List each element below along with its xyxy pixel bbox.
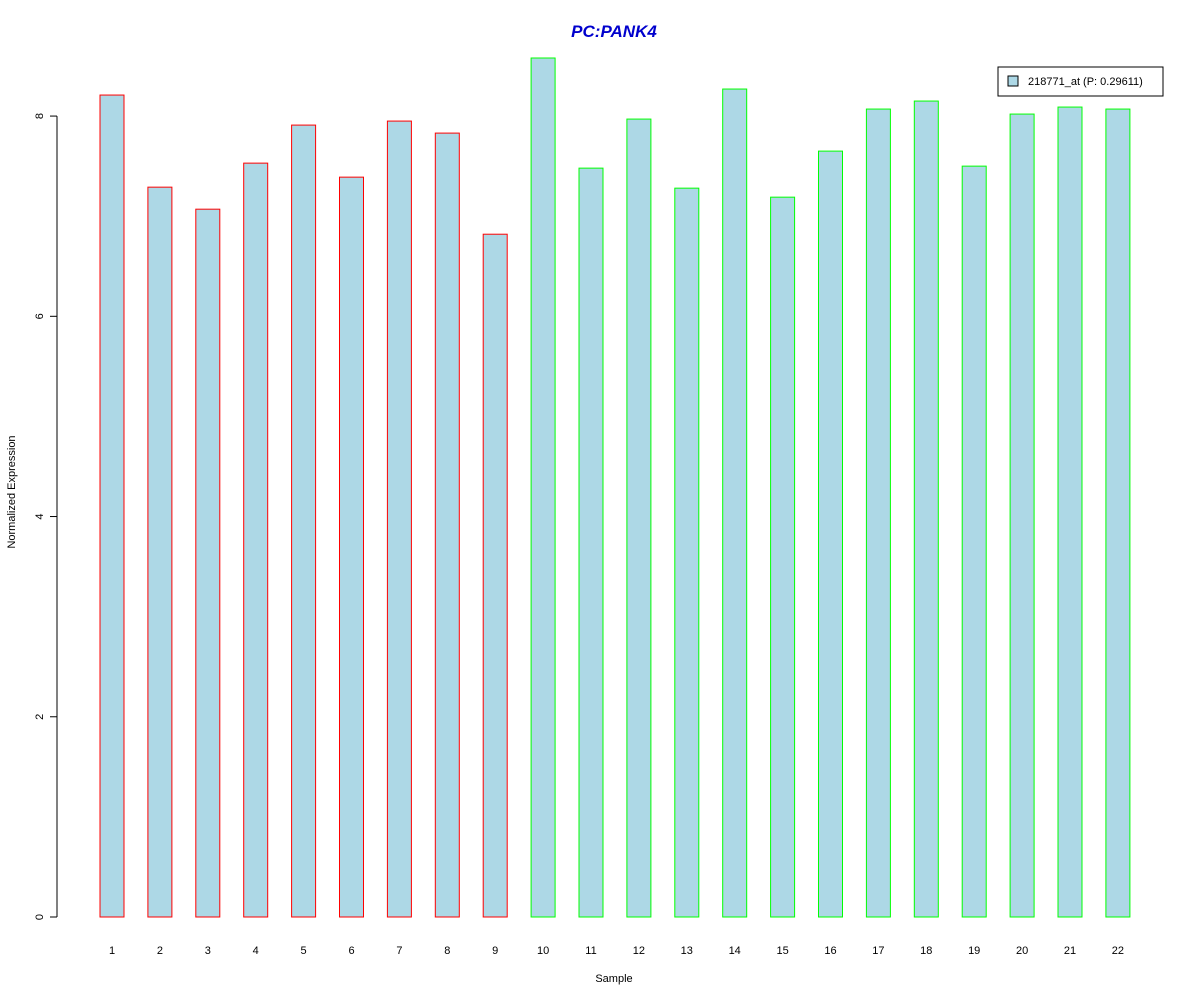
legend-box bbox=[997, 66, 1164, 97]
x-tick-label: 13 bbox=[681, 945, 693, 957]
bar-sample-3 bbox=[195, 208, 221, 918]
x-tick-label: 20 bbox=[1016, 945, 1028, 957]
legend-label: 218771_at (P: 0.29611) bbox=[1028, 76, 1143, 88]
x-tick-label: 19 bbox=[968, 945, 980, 957]
x-tick-label: 6 bbox=[348, 945, 354, 957]
y-tick-label: 0 bbox=[34, 914, 46, 920]
bar-sample-4 bbox=[243, 162, 269, 918]
bar-sample-12 bbox=[626, 118, 652, 918]
y-axis: 0 2 4 6 8 bbox=[34, 113, 58, 920]
bars-group bbox=[99, 57, 1131, 918]
x-tick-label: 10 bbox=[537, 945, 549, 957]
x-tick-label: 1 bbox=[109, 945, 115, 957]
bar-sample-15 bbox=[770, 196, 796, 918]
bar-sample-2 bbox=[147, 186, 173, 918]
x-tick-label: 15 bbox=[776, 945, 788, 957]
bar-sample-17 bbox=[865, 108, 891, 918]
x-tick-label: 14 bbox=[729, 945, 741, 957]
bar-sample-9 bbox=[482, 233, 508, 918]
bar-sample-1 bbox=[99, 94, 125, 918]
bar-sample-7 bbox=[386, 120, 412, 918]
x-axis-label: Sample bbox=[595, 973, 632, 985]
bar-sample-18 bbox=[913, 100, 939, 918]
bar-sample-10 bbox=[530, 57, 556, 918]
legend-swatch bbox=[1007, 75, 1019, 87]
bar-sample-5 bbox=[291, 124, 317, 918]
bar-sample-16 bbox=[818, 150, 843, 918]
x-tick-label: 2 bbox=[157, 945, 163, 957]
x-tick-labels: 1 2 3 4 5 6 7 8 9 10 11 12 13 14 15 16 17 18 19 20 21 22 bbox=[109, 945, 1124, 957]
x-tick-label: 18 bbox=[920, 945, 932, 957]
bar-sample-19 bbox=[961, 165, 987, 918]
y-tick-label: 4 bbox=[34, 513, 46, 519]
chart-title: PC:PANK4 bbox=[571, 22, 657, 41]
x-tick-label: 5 bbox=[301, 945, 307, 957]
x-tick-label: 3 bbox=[205, 945, 211, 957]
x-tick-label: 21 bbox=[1064, 945, 1076, 957]
x-tick-label: 11 bbox=[585, 945, 596, 957]
y-tick-label: 6 bbox=[34, 313, 46, 319]
bar-sample-21 bbox=[1057, 106, 1083, 918]
y-tick-label: 2 bbox=[34, 714, 46, 720]
x-tick-label: 16 bbox=[824, 945, 836, 957]
x-tick-label: 7 bbox=[396, 945, 402, 957]
x-tick-label: 17 bbox=[872, 945, 884, 957]
x-tick-label: 9 bbox=[492, 945, 498, 957]
bar-sample-22 bbox=[1105, 108, 1131, 918]
bar-sample-13 bbox=[674, 187, 700, 918]
y-tick-label: 8 bbox=[34, 113, 46, 119]
x-tick-label: 22 bbox=[1112, 945, 1124, 957]
bar-sample-6 bbox=[339, 176, 364, 918]
y-axis-label: Normalized Expression bbox=[6, 435, 18, 548]
x-tick-label: 12 bbox=[633, 945, 645, 957]
x-tick-label: 8 bbox=[444, 945, 450, 957]
bar-sample-14 bbox=[722, 88, 748, 918]
bar-sample-8 bbox=[434, 132, 460, 918]
legend: 218771_at (P: 0.29611) bbox=[997, 66, 1164, 97]
x-tick-label: 4 bbox=[253, 945, 259, 957]
bar-sample-11 bbox=[578, 167, 604, 918]
bar-sample-20 bbox=[1009, 113, 1035, 918]
